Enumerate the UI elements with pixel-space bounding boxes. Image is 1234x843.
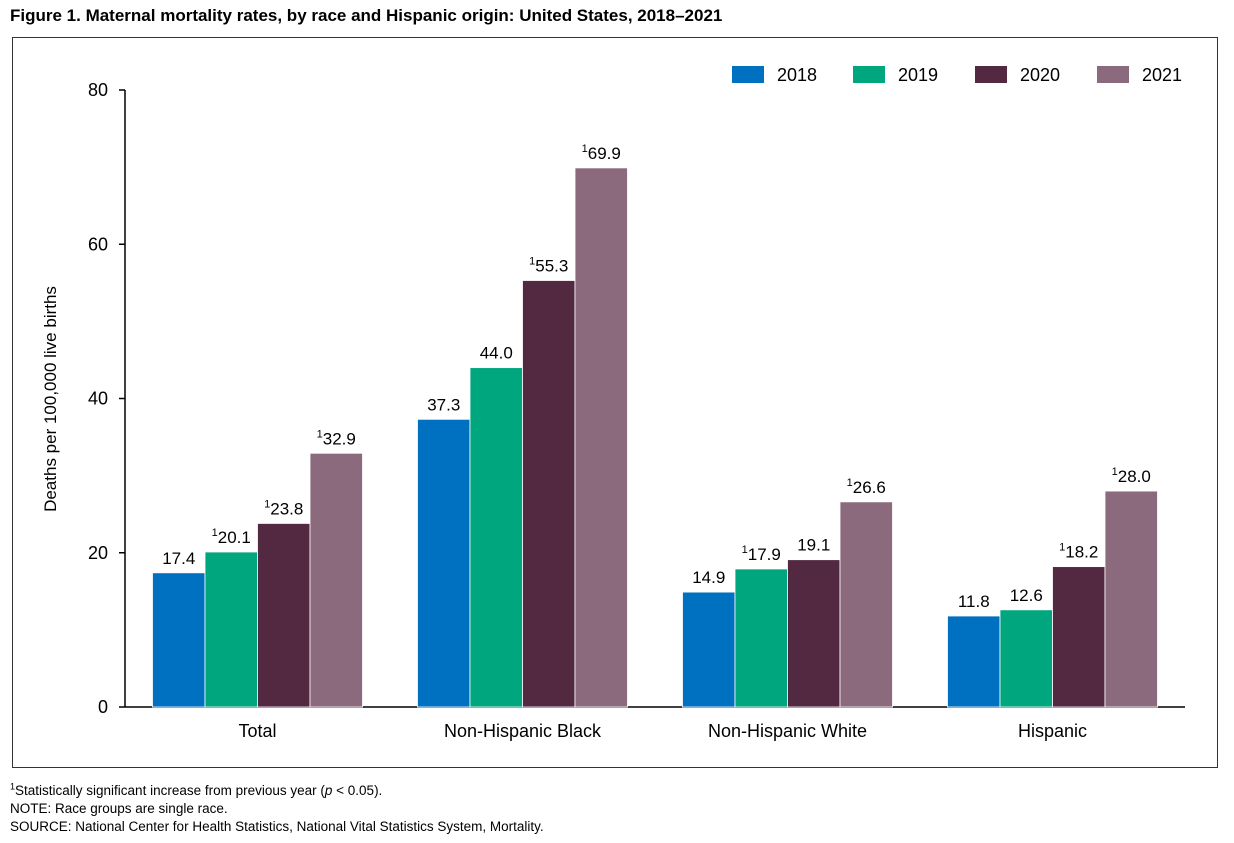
bar-2021 bbox=[1104, 490, 1158, 708]
y-tick-label: 20 bbox=[88, 543, 108, 563]
x-tick-label: Non-Hispanic Black bbox=[444, 721, 602, 741]
data-label: 120.1 bbox=[212, 527, 251, 547]
y-axis-label: Deaths per 100,000 live births bbox=[41, 286, 60, 512]
x-tick-label: Non-Hispanic White bbox=[708, 721, 867, 741]
footnote-marker: 1 bbox=[10, 781, 16, 792]
bar-2020 bbox=[257, 523, 311, 708]
y-tick-label: 0 bbox=[98, 697, 108, 717]
bar-2021 bbox=[309, 452, 363, 708]
data-label: 11.8 bbox=[958, 592, 990, 611]
bar-2020 bbox=[1052, 566, 1106, 708]
data-label: 37.3 bbox=[427, 395, 460, 414]
data-label: 169.9 bbox=[582, 143, 621, 163]
source-text: SOURCE: National Center for Health Stati… bbox=[10, 819, 544, 834]
bar-2019 bbox=[204, 551, 258, 708]
bar-2018 bbox=[152, 572, 206, 708]
data-label: 118.2 bbox=[1059, 542, 1098, 562]
x-tick-label: Hispanic bbox=[1018, 721, 1087, 741]
x-tick-label: Total bbox=[238, 721, 276, 741]
footnote-p: p bbox=[324, 783, 333, 798]
legend-label: 2018 bbox=[777, 65, 817, 85]
bar-2018 bbox=[417, 418, 471, 708]
note-text: NOTE: Race groups are single race. bbox=[10, 801, 228, 816]
y-tick-label: 40 bbox=[88, 389, 108, 409]
bar-2018 bbox=[947, 615, 1001, 708]
data-label: 123.8 bbox=[264, 498, 303, 518]
bar-2019 bbox=[469, 367, 523, 708]
y-tick-label: 80 bbox=[88, 80, 108, 100]
data-label: 17.4 bbox=[162, 549, 195, 568]
data-label: 128.0 bbox=[1112, 466, 1151, 486]
data-label: 117.9 bbox=[742, 544, 781, 564]
data-label: 14.9 bbox=[692, 568, 725, 587]
bar-2021 bbox=[574, 167, 628, 708]
data-label: 155.3 bbox=[529, 255, 568, 275]
chart-frame bbox=[12, 37, 1218, 768]
bar-2020 bbox=[787, 559, 841, 708]
data-label: 12.6 bbox=[1010, 586, 1043, 605]
y-tick-label: 60 bbox=[88, 234, 108, 254]
legend-swatch-2020 bbox=[975, 66, 1007, 83]
bar-2020 bbox=[522, 280, 576, 708]
legend-swatch-2018 bbox=[732, 66, 764, 83]
bar-2019 bbox=[999, 609, 1053, 708]
significance-footnote: 1Statistically significant increase from… bbox=[10, 782, 544, 800]
legend-label: 2021 bbox=[1142, 65, 1182, 85]
legend-label: 2019 bbox=[898, 65, 938, 85]
data-label: 126.6 bbox=[847, 477, 886, 497]
legend-label: 2020 bbox=[1020, 65, 1060, 85]
bar-2021 bbox=[839, 501, 893, 708]
footnote-text-after: < 0.05). bbox=[332, 783, 383, 798]
figure-title: Figure 1. Maternal mortality rates, by r… bbox=[10, 6, 723, 25]
footnote-text-before: Statistically significant increase from … bbox=[15, 783, 325, 798]
bar-2019 bbox=[734, 568, 788, 708]
data-label: 44.0 bbox=[480, 344, 513, 363]
legend-swatch-2021 bbox=[1097, 66, 1129, 83]
legend-swatch-2019 bbox=[853, 66, 885, 83]
bar-2018 bbox=[682, 591, 736, 708]
data-label: 132.9 bbox=[317, 428, 356, 448]
data-label: 19.1 bbox=[797, 536, 830, 555]
footnotes: 1Statistically significant increase from… bbox=[10, 782, 544, 836]
